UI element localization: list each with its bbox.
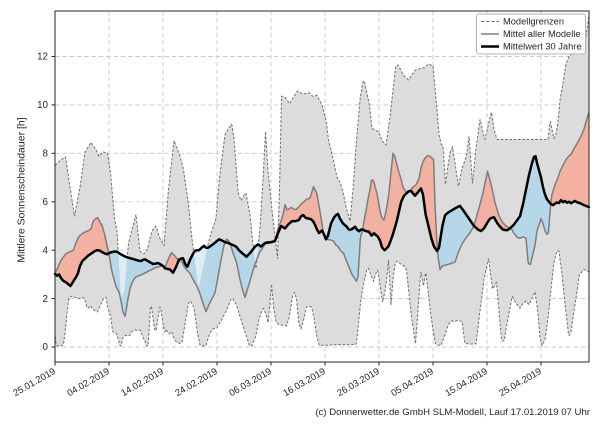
svg-text:6: 6 bbox=[43, 197, 49, 208]
svg-text:4: 4 bbox=[43, 245, 49, 256]
svg-text:Modellgrenzen: Modellgrenzen bbox=[503, 17, 564, 27]
svg-text:10: 10 bbox=[37, 100, 48, 111]
svg-text:Mittel aller Modelle: Mittel aller Modelle bbox=[503, 29, 581, 39]
svg-text:12: 12 bbox=[37, 52, 48, 63]
svg-text:Mittlere Sonnenscheindauer [h]: Mittlere Sonnenscheindauer [h] bbox=[16, 117, 28, 262]
svg-text:2: 2 bbox=[43, 294, 48, 305]
svg-text:(c) Donnerwetter.de GmbH SLM-M: (c) Donnerwetter.de GmbH SLM-Modell, Lau… bbox=[315, 407, 590, 418]
svg-text:Mittelwert 30 Jahre: Mittelwert 30 Jahre bbox=[503, 42, 582, 52]
svg-text:0: 0 bbox=[43, 342, 49, 353]
svg-text:8: 8 bbox=[43, 149, 49, 160]
